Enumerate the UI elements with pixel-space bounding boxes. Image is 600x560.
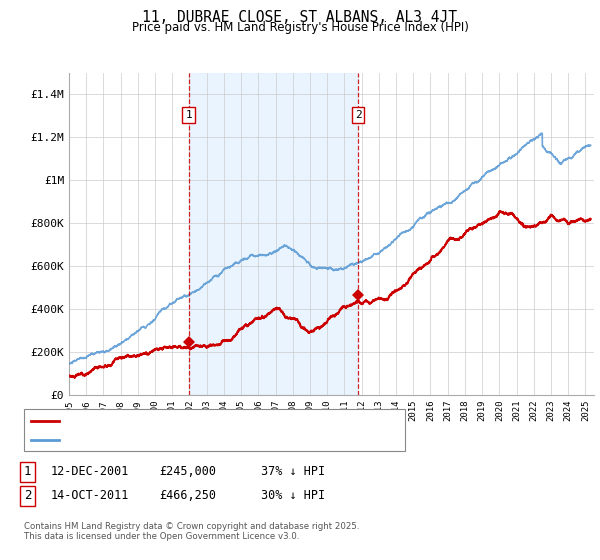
Text: 1: 1 [24, 465, 31, 478]
Text: 37% ↓ HPI: 37% ↓ HPI [261, 465, 325, 478]
Text: 11, DUBRAE CLOSE, ST ALBANS, AL3 4JT (detached house): 11, DUBRAE CLOSE, ST ALBANS, AL3 4JT (de… [64, 416, 368, 426]
Bar [188, 73, 358, 395]
Text: 2: 2 [355, 110, 361, 120]
Text: 30% ↓ HPI: 30% ↓ HPI [261, 489, 325, 502]
Text: HPI: Average price, detached house, St Albans: HPI: Average price, detached house, St A… [64, 435, 306, 445]
Text: Contains HM Land Registry data © Crown copyright and database right 2025.
This d: Contains HM Land Registry data © Crown c… [24, 522, 359, 542]
Text: 14-OCT-2011: 14-OCT-2011 [51, 489, 130, 502]
Text: 12-DEC-2001: 12-DEC-2001 [51, 465, 130, 478]
Text: 2: 2 [24, 489, 31, 502]
Text: £245,000: £245,000 [159, 465, 216, 478]
Text: Price paid vs. HM Land Registry's House Price Index (HPI): Price paid vs. HM Land Registry's House … [131, 21, 469, 34]
Text: £466,250: £466,250 [159, 489, 216, 502]
Text: 11, DUBRAE CLOSE, ST ALBANS, AL3 4JT: 11, DUBRAE CLOSE, ST ALBANS, AL3 4JT [143, 10, 458, 25]
Text: 1: 1 [185, 110, 192, 120]
